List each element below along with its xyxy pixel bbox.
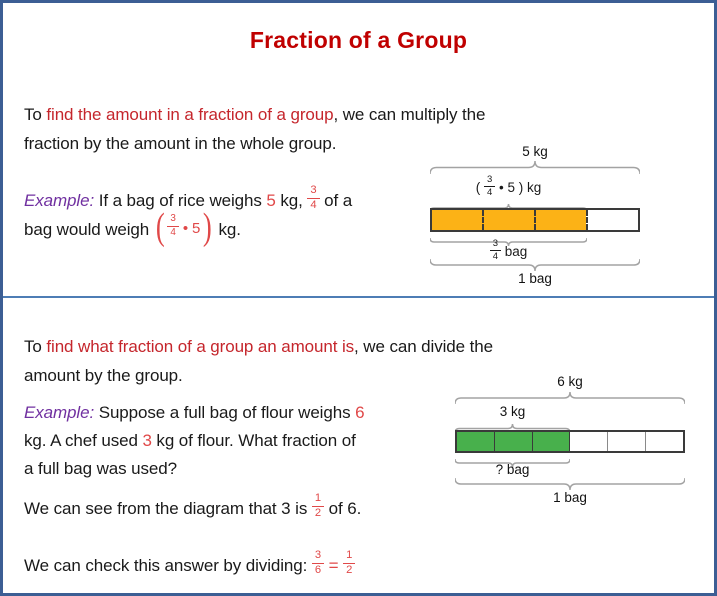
brace-whole-bottom [454, 477, 686, 491]
brace-whole-top [454, 391, 686, 405]
brace-part-bottom [454, 454, 571, 468]
text-segment: of a [319, 191, 353, 210]
bar-model-diagram-2: 6 kg 3 kg ? bag 1 bag [454, 371, 686, 507]
text-segment: , we can multiply the [333, 105, 486, 124]
text-segment: bag [501, 244, 528, 260]
text-segment: To [24, 337, 47, 356]
text-segment: of 6. [324, 499, 362, 518]
curly-brace-under [429, 258, 641, 272]
bar-cell-green [531, 432, 570, 451]
text-segment: We can check this answer by dividing: [24, 556, 312, 575]
bar-cell-white [569, 432, 608, 451]
whole-bag-label: 1 bag [553, 490, 587, 505]
text-segment: To [24, 105, 47, 124]
whole-weight-label: 6 kg [557, 374, 583, 389]
whole-weight-label: 5 kg [522, 144, 548, 159]
text-segment: find what fraction of a group an amount … [46, 337, 355, 356]
text-segment: • 5 [178, 220, 201, 238]
brace-whole-top [429, 160, 641, 175]
text-segment: 6 [355, 403, 365, 422]
bar-cell-green [493, 432, 532, 451]
bar-cell-orange [432, 210, 482, 230]
text-segment: ( [475, 180, 484, 196]
bar-model-1 [430, 208, 640, 232]
whole-bag-label: 1 bag [518, 271, 552, 286]
text-segment: We can see from the diagram that 3 is [24, 499, 312, 518]
parenthesized-expression: (3 4 • 5) [155, 206, 212, 249]
text-segment: a full bag was used? [24, 459, 177, 478]
text-segment: • 5 ) kg [495, 180, 542, 196]
section1-intro-text: To find the amount in a fraction of a gr… [24, 100, 664, 158]
text-segment: kg. A chef used [24, 431, 143, 450]
text-segment: fraction by the amount in the whole grou… [24, 134, 337, 153]
text-segment: 3 [142, 431, 152, 450]
bar-cell-white [586, 210, 638, 230]
brace-part-top [429, 199, 588, 213]
text-segment: Example: [24, 403, 95, 422]
bar-cell-white [607, 432, 646, 451]
bar-cell-white [645, 432, 683, 451]
text-segment: If a bag of rice weighs [94, 191, 267, 210]
text-segment: kg, [275, 191, 308, 210]
brace-whole-bottom [429, 258, 641, 272]
text-segment: Example: [24, 191, 95, 210]
bar-cell-green [457, 432, 494, 451]
text-segment: amount by the group. [24, 366, 183, 385]
part-bag-label: ? bag [495, 462, 530, 477]
bar-cell-orange [534, 210, 586, 230]
brace-part-top [454, 420, 571, 434]
section2-intro-text: To find what fraction of a group an amou… [24, 332, 664, 390]
bar-cell-orange [482, 210, 534, 230]
text-segment: 5 [266, 191, 276, 210]
curly-brace-over [454, 391, 686, 405]
text-segment: = [324, 556, 344, 575]
section1-example-text: Example: If a bag of rice weighs 5 kg, 3… [24, 184, 434, 249]
text-segment: , we can divide the [354, 337, 493, 356]
curly-brace-over [429, 160, 641, 175]
section-divider [3, 296, 714, 298]
brace-part-bottom [429, 233, 588, 247]
text-segment: Suppose a full bag of flour weighs [94, 403, 356, 422]
curly-brace-over [454, 423, 571, 434]
curly-brace-under [454, 477, 686, 491]
text-segment: kg of flour. What fraction of [151, 431, 356, 450]
bar-model-2 [455, 430, 685, 453]
section2-example-text: Example: Suppose a full bag of flour wei… [24, 399, 454, 483]
page-title: Fraction of a Group [249, 27, 468, 53]
part-weight-label: 3 kg [499, 404, 526, 419]
text-segment: kg. [213, 220, 241, 239]
text-segment: bag would weigh [24, 220, 154, 239]
text-segment: find the amount in a fraction of a group [46, 105, 334, 124]
